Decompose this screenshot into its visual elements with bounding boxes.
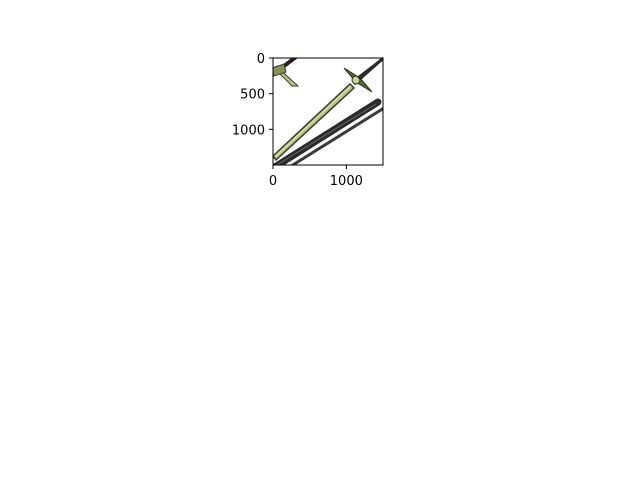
y-tick-label: 500 <box>240 88 265 103</box>
y-tick-label: 0 <box>257 52 265 67</box>
axes-frame <box>272 57 384 166</box>
sword-blade-edge <box>274 85 352 158</box>
sword-blade <box>273 82 356 162</box>
x-tick-label: 0 <box>269 174 277 189</box>
sword-grip <box>357 58 383 80</box>
dark-staff-lower-stroke-2 <box>289 106 383 165</box>
dark-staff-lower-highlight <box>275 103 377 165</box>
x-tick-label: 1000 <box>330 174 363 189</box>
sword-image <box>273 58 383 165</box>
x-axis: 0 1000 <box>269 165 363 189</box>
y-axis: 0 500 1000 <box>232 52 273 138</box>
y-tick-label: 1000 <box>232 123 265 138</box>
